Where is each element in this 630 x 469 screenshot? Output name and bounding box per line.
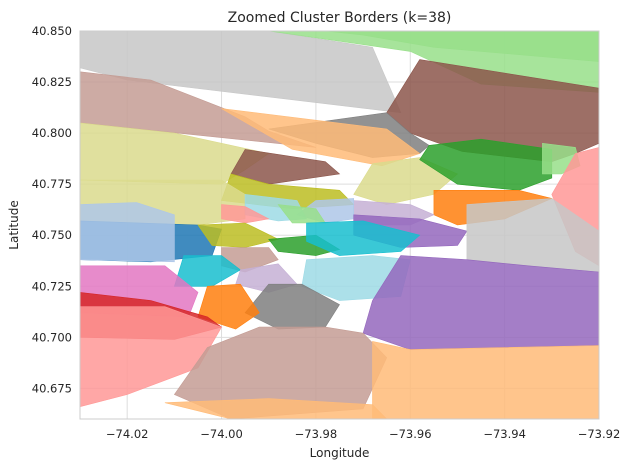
chart-title: Zoomed Cluster Borders (k=38) bbox=[228, 10, 452, 26]
cluster-region-pink-mid bbox=[221, 204, 270, 224]
x-tick-label: −73.94 bbox=[483, 427, 526, 441]
cluster-region-lightblue-west bbox=[80, 202, 175, 263]
x-tick-labels: −74.02 −74.00 −73.98 −73.96 −73.94 −73.92 bbox=[106, 427, 620, 441]
cluster-region-cyan-mid bbox=[306, 220, 421, 256]
y-tick-label: 40.825 bbox=[32, 75, 72, 89]
y-tick-label: 40.700 bbox=[32, 330, 72, 344]
cluster-region-peach-south bbox=[372, 341, 599, 419]
y-tick-labels: 40.675 40.700 40.725 40.750 40.775 40.800 40.8… bbox=[32, 24, 72, 395]
cluster-region-purple-se bbox=[362, 255, 599, 350]
cluster-regions bbox=[80, 31, 599, 419]
y-tick-label: 40.750 bbox=[32, 228, 72, 242]
y-tick-label: 40.800 bbox=[32, 126, 72, 140]
plot-frame bbox=[79, 30, 600, 420]
x-tick-label: −74.00 bbox=[200, 427, 243, 441]
cluster-region-brown-mid bbox=[230, 149, 341, 185]
x-tick-label: −73.92 bbox=[578, 427, 621, 441]
y-tick-label: 40.675 bbox=[32, 381, 72, 395]
y-axis-label: Latitude bbox=[7, 200, 21, 249]
x-tick-label: −73.96 bbox=[389, 427, 432, 441]
y-tick-label: 40.775 bbox=[32, 177, 72, 191]
cluster-region-peach-strip bbox=[221, 108, 421, 167]
cluster-region-olive-small bbox=[197, 222, 280, 248]
x-tick-label: −73.98 bbox=[295, 427, 338, 441]
cluster-region-lightgreen-top bbox=[325, 31, 599, 62]
cluster-region-orange-sw bbox=[197, 283, 260, 330]
x-axis-label: Longitude bbox=[310, 446, 370, 460]
y-tick-label: 40.850 bbox=[32, 24, 72, 38]
cluster-region-peach-sw bbox=[164, 398, 388, 419]
y-tick-label: 40.725 bbox=[32, 279, 72, 293]
cluster-region-green-ne bbox=[419, 138, 553, 191]
x-tick-label: −74.02 bbox=[106, 427, 149, 441]
